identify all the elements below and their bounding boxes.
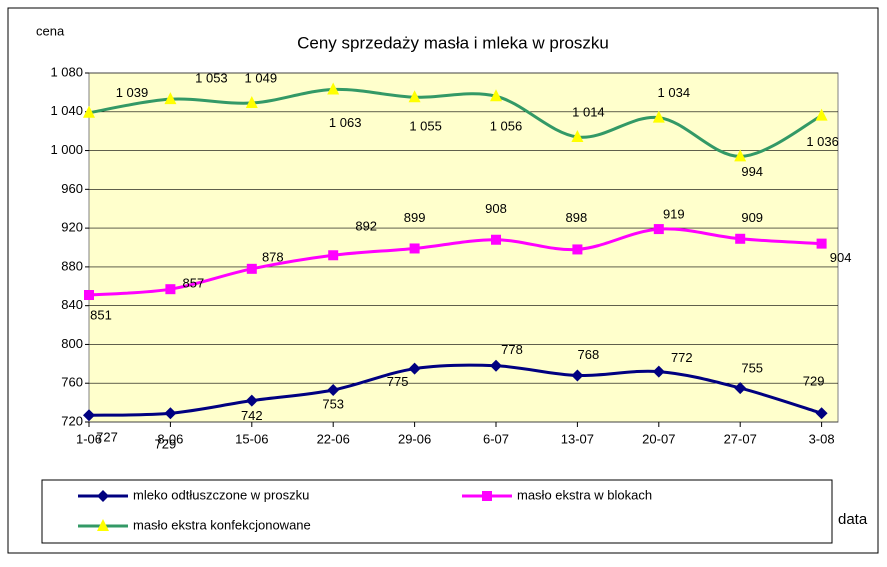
x-tick-label: 22-06: [317, 431, 350, 446]
y-tick-label: 1 000: [50, 142, 83, 157]
marker: [734, 149, 747, 162]
marker: [327, 384, 340, 397]
data-label: 892: [355, 219, 377, 234]
marker: [84, 290, 94, 301]
data-label: 727: [96, 430, 118, 445]
x-tick-label: 6-07: [483, 431, 509, 446]
data-label: 909: [741, 210, 763, 225]
marker: [816, 238, 827, 249]
x-tick-label: 1-06: [76, 431, 102, 446]
y-axis-label: cena: [36, 23, 65, 38]
marker: [97, 519, 109, 531]
marker: [97, 490, 109, 502]
data-label: 755: [741, 361, 763, 376]
legend-label: mleko odtłuszczone w proszku: [133, 487, 309, 502]
y-tick-label: 1 040: [50, 103, 83, 118]
x-tick-label: 8-06: [157, 431, 183, 446]
x-tick-label: 15-06: [235, 431, 268, 446]
marker: [164, 92, 177, 105]
data-label: 742: [241, 408, 263, 423]
x-tick-label: 20-07: [642, 431, 675, 446]
data-label: 898: [566, 210, 588, 225]
x-tick-label: 27-07: [724, 431, 757, 446]
data-label: 851: [90, 307, 112, 322]
chart-title: Ceny sprzedaży masła i mleka w proszku: [297, 33, 609, 52]
data-label: 1 039: [116, 85, 149, 100]
y-tick-label: 880: [61, 258, 83, 273]
data-label: 1 014: [572, 104, 605, 119]
series-line: [88, 227, 822, 297]
data-label: 772: [671, 350, 693, 365]
data-label: 878: [262, 249, 284, 264]
marker: [246, 263, 257, 274]
marker: [652, 365, 665, 378]
marker: [490, 89, 502, 102]
marker: [571, 129, 584, 142]
data-label: 729: [155, 437, 177, 452]
y-tick-label: 960: [61, 181, 83, 196]
marker: [734, 382, 747, 395]
y-tick-label: 920: [61, 220, 83, 235]
data-label: 775: [387, 374, 409, 389]
x-tick-label: 3-08: [809, 431, 835, 446]
data-label: 1 036: [806, 134, 839, 149]
y-tick-label: 760: [61, 375, 83, 390]
marker: [482, 491, 492, 501]
plot-area: [88, 72, 839, 423]
marker: [328, 250, 339, 261]
data-label: 729: [803, 374, 825, 389]
y-tick-label: 1 080: [50, 64, 83, 79]
series-line: [88, 87, 823, 158]
series-line: [88, 363, 823, 417]
data-label: 919: [663, 207, 685, 222]
data-label: 1 034: [658, 85, 691, 100]
marker: [245, 394, 258, 407]
data-label: 1 055: [409, 119, 442, 134]
data-label: 899: [404, 210, 426, 225]
marker: [409, 243, 420, 254]
x-tick-label: 29-06: [398, 431, 431, 446]
marker: [490, 359, 502, 372]
marker: [165, 284, 176, 295]
data-label: 1 063: [329, 115, 362, 130]
data-label: 857: [183, 276, 205, 291]
marker: [83, 105, 95, 118]
data-label: 994: [741, 164, 763, 179]
marker: [491, 234, 501, 245]
marker: [164, 407, 177, 420]
marker: [571, 369, 584, 382]
y-tick-label: 800: [61, 336, 83, 351]
marker: [327, 82, 340, 95]
x-tick-label: 13-07: [561, 431, 594, 446]
data-label: 904: [830, 250, 852, 265]
data-label: 753: [322, 396, 344, 411]
marker: [83, 409, 95, 422]
data-label: 1 056: [490, 119, 523, 134]
marker: [408, 90, 421, 103]
data-label: 778: [501, 342, 523, 357]
marker: [652, 110, 665, 123]
x-axis-label: data: [838, 511, 868, 528]
marker: [735, 233, 746, 244]
marker: [245, 96, 258, 109]
data-label: 1 049: [245, 70, 278, 85]
data-label: 768: [578, 347, 600, 362]
y-tick-label: 840: [61, 297, 83, 312]
legend-label: masło ekstra w blokach: [517, 487, 652, 502]
marker: [815, 407, 828, 420]
marker: [815, 108, 828, 121]
y-tick-label: 720: [61, 413, 83, 428]
data-label: 1 053: [195, 71, 228, 86]
legend-label: masło ekstra konfekcjonowane: [133, 517, 311, 532]
marker: [408, 362, 421, 375]
legend-box: [41, 479, 833, 544]
data-label: 908: [485, 201, 507, 216]
marker: [572, 244, 583, 255]
marker: [653, 224, 664, 235]
